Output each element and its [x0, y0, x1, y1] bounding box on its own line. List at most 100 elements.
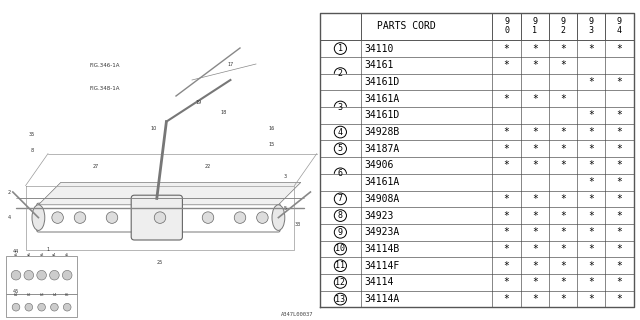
Circle shape — [63, 303, 71, 311]
Circle shape — [334, 276, 346, 288]
Text: 13: 13 — [335, 295, 346, 304]
Text: *: * — [532, 211, 538, 220]
Circle shape — [234, 212, 246, 223]
Circle shape — [63, 270, 72, 280]
Text: *: * — [616, 244, 623, 254]
Text: 19: 19 — [195, 100, 202, 105]
Text: *: * — [616, 44, 623, 53]
Text: 2: 2 — [338, 69, 343, 78]
Polygon shape — [320, 257, 634, 274]
Text: 34187A: 34187A — [364, 144, 399, 154]
Text: b1: b1 — [13, 293, 19, 297]
Circle shape — [51, 303, 58, 311]
Text: *: * — [532, 160, 538, 171]
Text: *: * — [560, 94, 566, 104]
Text: *: * — [504, 160, 509, 171]
Text: 22: 22 — [205, 164, 211, 169]
Text: a5: a5 — [65, 253, 69, 257]
Circle shape — [50, 270, 59, 280]
Text: *: * — [588, 110, 594, 120]
Text: *: * — [560, 211, 566, 220]
Bar — [6, 256, 77, 294]
Text: *: * — [504, 261, 509, 271]
Circle shape — [334, 293, 346, 305]
Polygon shape — [320, 57, 634, 74]
Circle shape — [37, 270, 46, 280]
Text: 18: 18 — [221, 109, 227, 115]
Text: 34928B: 34928B — [364, 127, 399, 137]
Text: PARTS CORD: PARTS CORD — [377, 21, 436, 31]
Text: *: * — [504, 194, 509, 204]
Polygon shape — [320, 174, 634, 190]
Circle shape — [106, 212, 118, 223]
Text: *: * — [588, 144, 594, 154]
Ellipse shape — [32, 205, 45, 230]
Text: a1: a1 — [14, 253, 18, 257]
Polygon shape — [320, 224, 634, 241]
Polygon shape — [320, 241, 634, 257]
Polygon shape — [320, 157, 634, 174]
FancyBboxPatch shape — [36, 203, 280, 232]
Text: 4: 4 — [338, 128, 343, 137]
Circle shape — [154, 212, 166, 223]
Text: 34161: 34161 — [364, 60, 394, 70]
Text: *: * — [588, 194, 594, 204]
Text: *: * — [560, 277, 566, 287]
Text: *: * — [560, 144, 566, 154]
Text: *: * — [588, 261, 594, 271]
Text: 4: 4 — [8, 215, 11, 220]
Text: *: * — [616, 261, 623, 271]
Circle shape — [334, 43, 346, 54]
Circle shape — [334, 227, 346, 238]
Text: *: * — [560, 194, 566, 204]
Text: *: * — [588, 227, 594, 237]
Circle shape — [11, 270, 20, 280]
Text: b3: b3 — [39, 293, 44, 297]
Text: 9
4: 9 4 — [617, 17, 622, 36]
Text: *: * — [532, 94, 538, 104]
Text: *: * — [532, 261, 538, 271]
Polygon shape — [320, 124, 634, 140]
Text: 3: 3 — [338, 102, 343, 111]
Text: 34923: 34923 — [364, 211, 394, 220]
Text: 25: 25 — [157, 260, 163, 265]
Text: 17: 17 — [227, 61, 234, 67]
Circle shape — [12, 303, 20, 311]
Polygon shape — [320, 90, 634, 107]
Text: 9
3: 9 3 — [589, 17, 594, 36]
Text: 34114F: 34114F — [364, 261, 399, 271]
Text: *: * — [616, 160, 623, 171]
Text: 11: 11 — [335, 261, 346, 270]
Text: *: * — [588, 244, 594, 254]
Text: b4: b4 — [52, 293, 57, 297]
Text: *: * — [616, 110, 623, 120]
Text: *: * — [560, 244, 566, 254]
Text: 34161A: 34161A — [364, 177, 399, 187]
Text: 1: 1 — [338, 44, 343, 53]
Text: b5: b5 — [65, 293, 70, 297]
Text: 6: 6 — [338, 169, 343, 178]
Text: 34923A: 34923A — [364, 227, 399, 237]
Text: 12: 12 — [335, 278, 346, 287]
Text: *: * — [532, 144, 538, 154]
Text: *: * — [588, 177, 594, 187]
Text: FIG.346-1A: FIG.346-1A — [90, 63, 120, 68]
Text: 9
0: 9 0 — [504, 17, 509, 36]
Text: *: * — [616, 227, 623, 237]
Text: 34161D: 34161D — [364, 77, 399, 87]
Text: *: * — [560, 60, 566, 70]
Circle shape — [202, 212, 214, 223]
Text: 9: 9 — [338, 228, 343, 237]
Text: 1: 1 — [47, 247, 49, 252]
Text: 34114B: 34114B — [364, 244, 399, 254]
Text: 3: 3 — [284, 173, 286, 179]
Text: *: * — [504, 94, 509, 104]
Text: *: * — [560, 160, 566, 171]
Text: 34161A: 34161A — [364, 94, 399, 104]
Text: 34114: 34114 — [364, 277, 394, 287]
Text: *: * — [560, 127, 566, 137]
Text: *: * — [532, 244, 538, 254]
Text: 8: 8 — [338, 211, 343, 220]
FancyBboxPatch shape — [131, 195, 182, 240]
Text: 8: 8 — [31, 148, 33, 153]
